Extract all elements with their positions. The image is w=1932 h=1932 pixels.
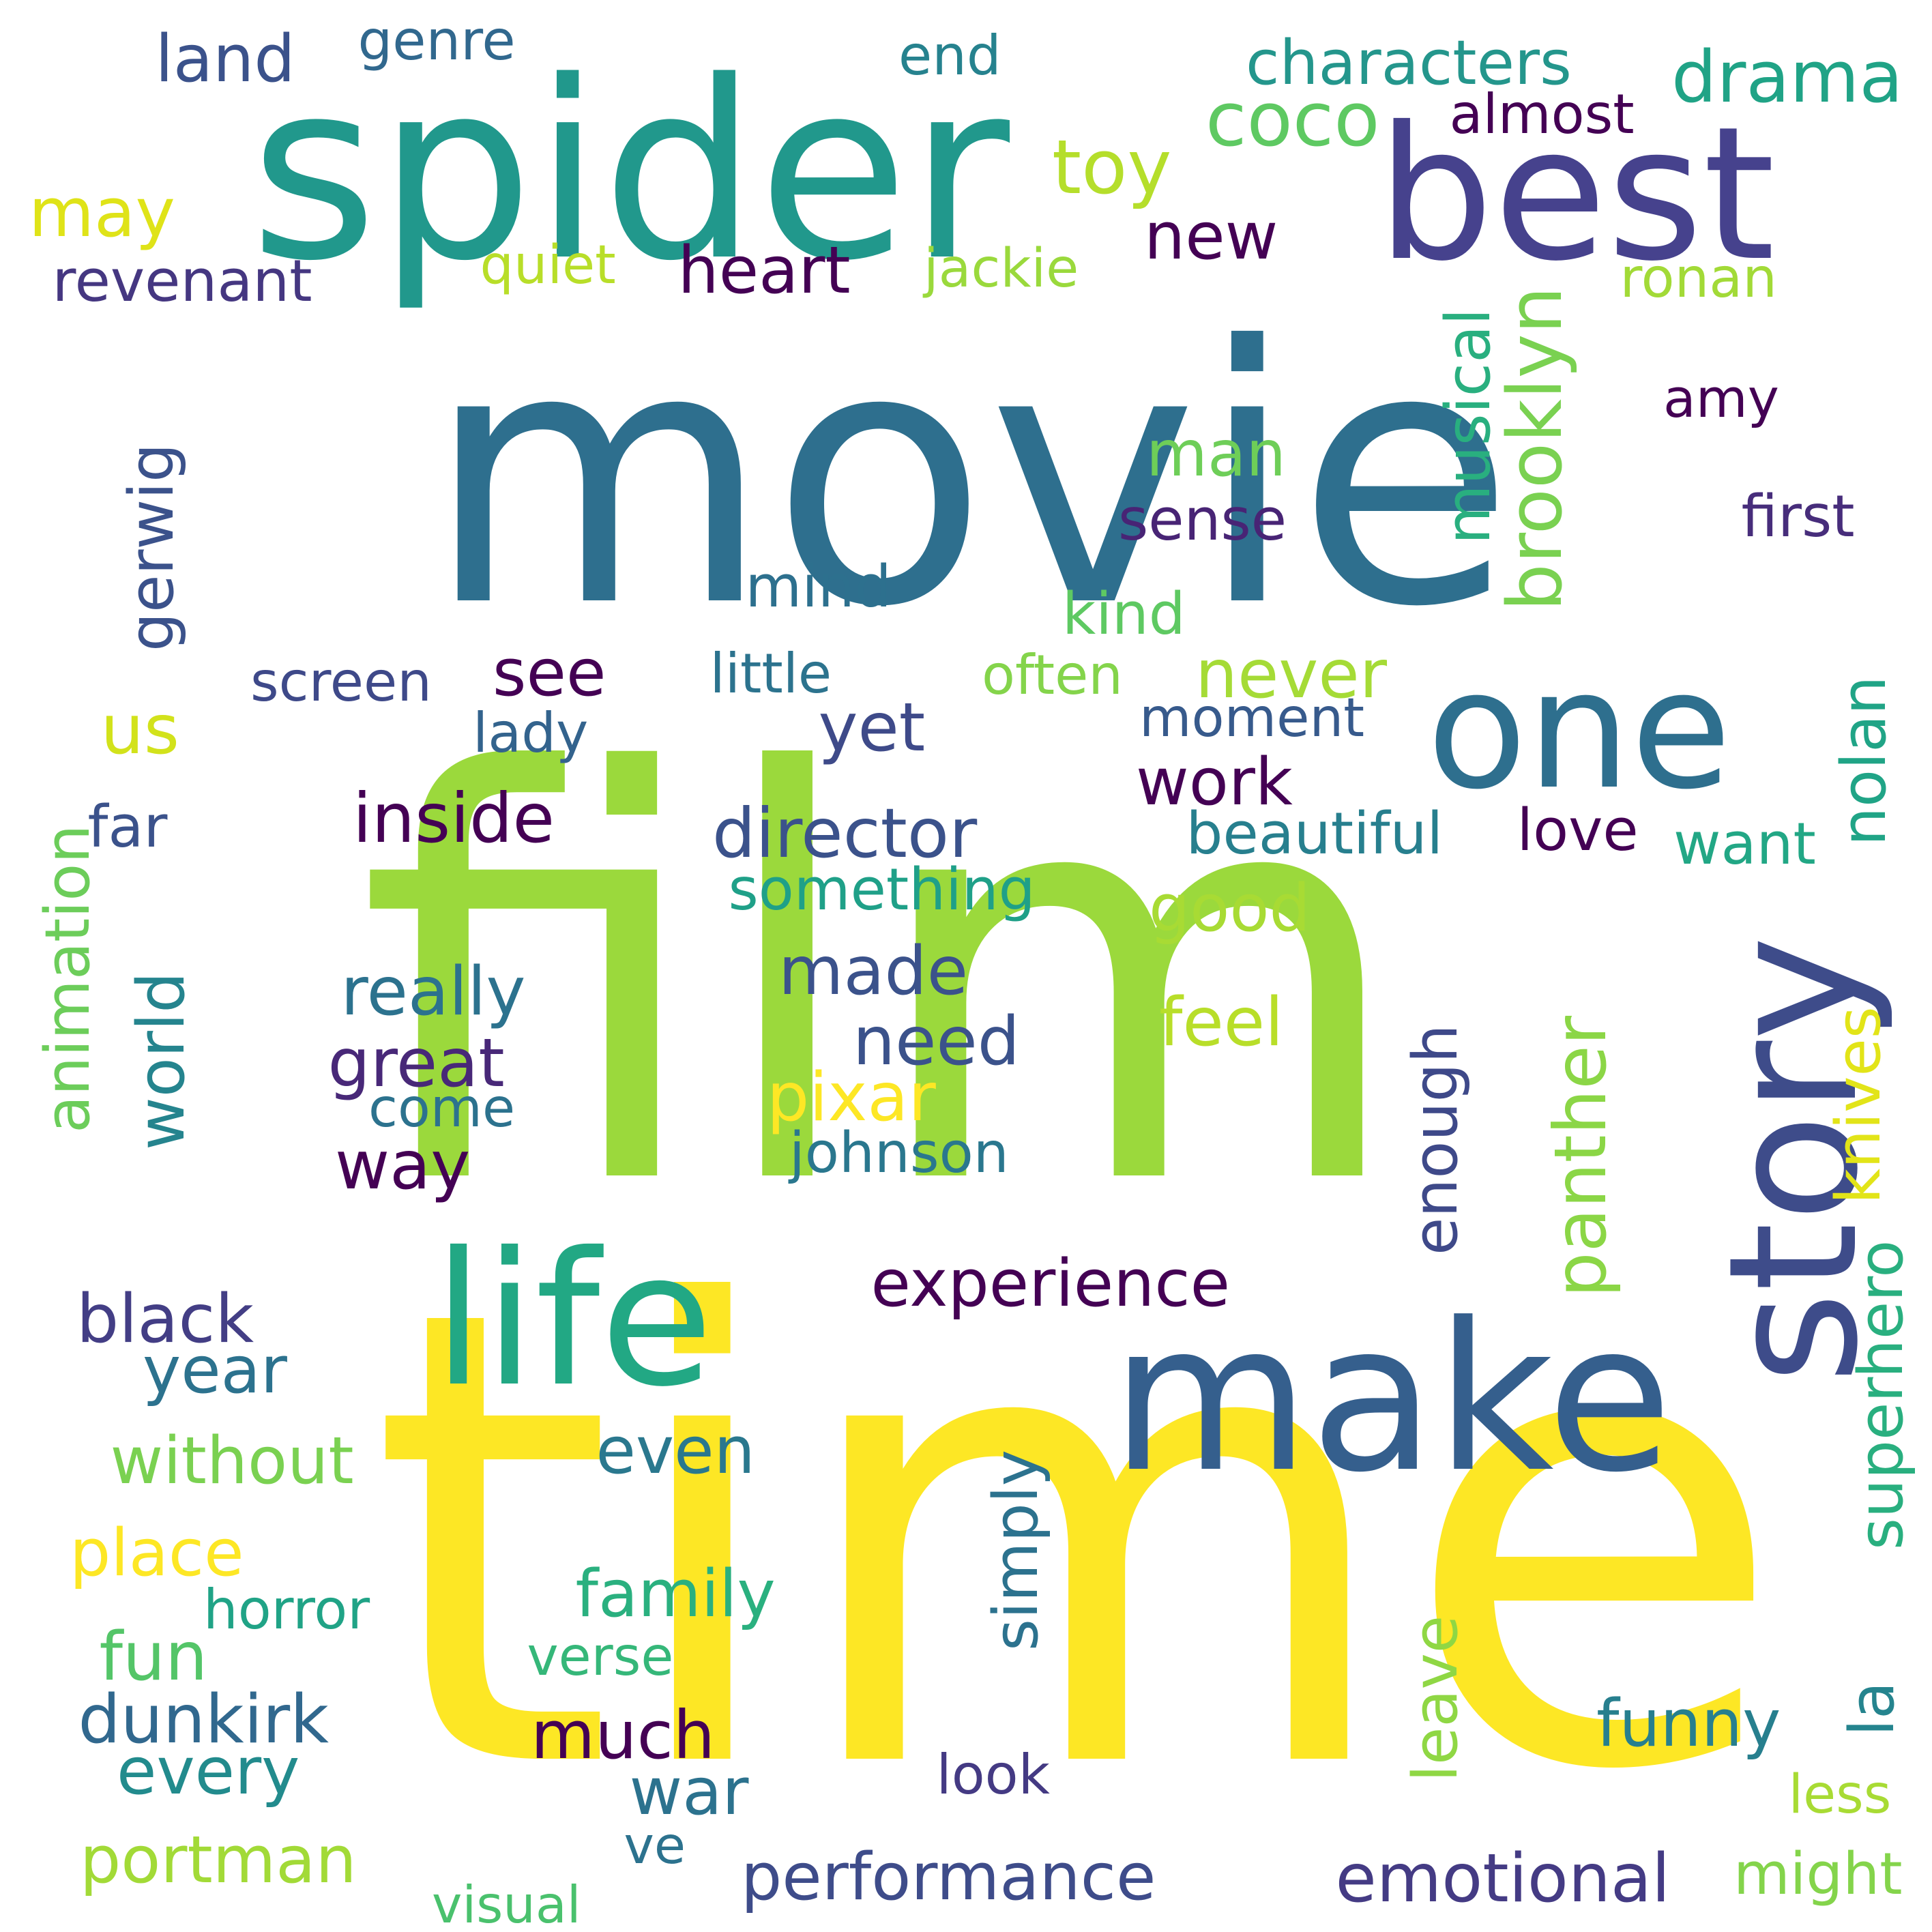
word-portman: portman: [80, 1823, 357, 1898]
word-musical: musical: [1433, 308, 1504, 544]
word-less: less: [1788, 1764, 1892, 1826]
word-lady: lady: [473, 701, 589, 765]
word-genre: genre: [357, 9, 516, 72]
word-beautiful: beautiful: [1186, 800, 1444, 868]
word-want: want: [1673, 810, 1816, 878]
word-may: may: [29, 173, 175, 252]
word-made: made: [778, 933, 969, 1010]
word-enough: enough: [1400, 1023, 1472, 1255]
word-need: need: [853, 1003, 1020, 1081]
word-verse: verse: [527, 1626, 674, 1688]
word-one: one: [1426, 634, 1732, 825]
word-much: much: [531, 1696, 716, 1774]
word-la: la: [1836, 1681, 1908, 1736]
word-even: even: [596, 1414, 755, 1489]
word-every: every: [117, 1734, 300, 1809]
word-good: good: [1149, 871, 1311, 946]
word-ronan: ronan: [1620, 246, 1778, 310]
word-experience: experience: [870, 1246, 1231, 1321]
word-quiet: quiet: [480, 235, 616, 296]
word-man: man: [1146, 417, 1287, 491]
word-look: look: [936, 1743, 1050, 1806]
word-black: black: [76, 1280, 254, 1358]
word-fun: fun: [99, 1618, 208, 1696]
word-first: first: [1741, 483, 1855, 551]
word-far: far: [87, 793, 168, 861]
word-often: often: [982, 643, 1123, 707]
word-us: us: [100, 690, 179, 770]
word-end: end: [898, 24, 1001, 87]
word-new: new: [1144, 199, 1278, 274]
word-feel: feel: [1159, 984, 1284, 1062]
word-johnson: johnson: [789, 1121, 1009, 1186]
word-little: little: [709, 642, 832, 705]
word-director: director: [712, 793, 978, 873]
word-characters: characters: [1246, 27, 1572, 99]
word-leave: leave: [1400, 1615, 1472, 1782]
word-emotional: emotional: [1335, 1840, 1671, 1918]
word-war: war: [629, 1755, 749, 1830]
word-see: see: [493, 636, 606, 711]
word-life: life: [433, 1212, 714, 1427]
word-brooklyn: brooklyn: [1491, 286, 1579, 611]
word-simply: simply: [980, 1450, 1052, 1651]
word-coco: coco: [1205, 76, 1380, 163]
word-come: come: [368, 1077, 516, 1139]
word-revenant: revenant: [52, 248, 312, 315]
word-place: place: [70, 1516, 244, 1591]
word-horror: horror: [203, 1578, 370, 1641]
word-inside: inside: [353, 778, 555, 858]
word-nolan: nolan: [1828, 675, 1900, 846]
word-heart: heart: [677, 233, 851, 308]
word-visual: visual: [432, 1875, 581, 1932]
word-year: year: [143, 1333, 287, 1408]
word-movie: movie: [425, 271, 1515, 684]
word-time: time: [368, 1176, 1787, 1907]
word-pixar: pixar: [767, 1059, 936, 1137]
word-superhero: superhero: [1845, 1240, 1917, 1550]
word-ve: ve: [624, 1815, 686, 1875]
word-mind: mind: [745, 553, 892, 621]
word-panther: panther: [1539, 1015, 1622, 1298]
word-screen: screen: [250, 650, 432, 714]
word-film: film: [357, 657, 1410, 1308]
word-without: without: [110, 1424, 354, 1499]
word-family: family: [575, 1557, 776, 1632]
word-work: work: [1136, 745, 1293, 820]
word-dunkirk: dunkirk: [78, 1681, 329, 1759]
word-almost: almost: [1449, 83, 1635, 146]
word-animation: animation: [32, 824, 104, 1133]
word-really: really: [340, 953, 526, 1031]
word-way: way: [335, 1127, 471, 1205]
word-amy: amy: [1663, 368, 1779, 430]
word-toy: toy: [1052, 123, 1172, 211]
word-performance: performance: [741, 1840, 1156, 1915]
word-yet: yet: [818, 689, 926, 767]
word-best: best: [1377, 87, 1776, 302]
word-moment: moment: [1139, 686, 1365, 749]
word-never: never: [1195, 636, 1387, 714]
word-jackie: jackie: [924, 238, 1079, 299]
word-gerwig: gerwig: [116, 443, 188, 652]
word-knives: knives: [1823, 1006, 1894, 1204]
word-something: something: [728, 856, 1036, 924]
word-great: great: [327, 1025, 505, 1102]
word-kind: kind: [1062, 581, 1186, 648]
word-make: make: [1111, 1279, 1673, 1517]
word-sense: sense: [1118, 486, 1287, 554]
word-spider: spider: [250, 29, 1010, 314]
word-love: love: [1517, 797, 1639, 864]
word-land: land: [155, 22, 295, 97]
word-might: might: [1733, 1841, 1903, 1908]
word-drama: drama: [1671, 35, 1903, 119]
word-world: world: [124, 971, 199, 1150]
word-funny: funny: [1596, 1686, 1781, 1761]
